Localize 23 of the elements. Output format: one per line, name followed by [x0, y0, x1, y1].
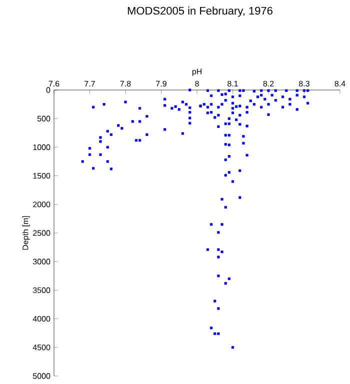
x-tick-label: 8.2: [263, 80, 274, 86]
chart-title: MODS2005 in February, 1976: [128, 6, 272, 17]
x-axis-title: pH: [192, 68, 202, 76]
y-tick-label: 0: [46, 87, 50, 93]
y-tick-label: 500: [37, 116, 50, 122]
y-tick-label: 5000: [32, 373, 50, 379]
x-tick-label: 8.3: [299, 80, 310, 86]
x-tick-label: 7.9: [156, 80, 166, 86]
x-tick-label: 7.8: [120, 80, 131, 86]
y-tick-label: 2500: [33, 230, 50, 236]
y-tick-label: 3000: [32, 258, 50, 264]
y-tick-label: 1000: [33, 144, 50, 150]
x-tick-label: 7.7: [84, 80, 95, 86]
x-tick-label: 8.1: [228, 80, 238, 86]
y-tick-label: 1500: [33, 172, 50, 179]
x-tick-label: 8: [195, 80, 199, 86]
y-tick-label: 4000: [32, 316, 50, 322]
y-tick-label: 4500: [32, 344, 50, 350]
y-tick-label: 2000: [33, 202, 50, 208]
x-tick-label: 8.4: [334, 80, 346, 86]
x-tick-label: 7.6: [48, 80, 60, 86]
y-axis-title: Depth [m]: [22, 216, 30, 250]
y-tick-label: 3500: [32, 287, 50, 294]
